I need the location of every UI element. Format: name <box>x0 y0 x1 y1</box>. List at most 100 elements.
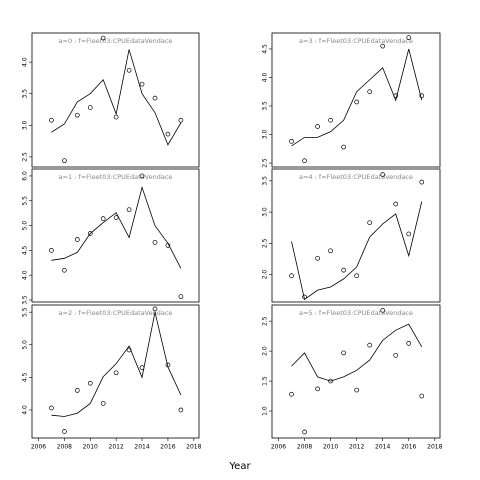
data-point <box>113 215 119 220</box>
x-tick-label: 2010 <box>83 444 98 451</box>
data-point <box>178 407 184 413</box>
data-point <box>100 35 106 41</box>
panel-frame <box>31 32 200 168</box>
data-point <box>100 216 106 221</box>
x-tick-label: 2014 <box>134 444 149 451</box>
fit-line <box>291 48 423 147</box>
x-axis-label: Year <box>228 461 251 472</box>
data-point <box>419 393 425 399</box>
data-point <box>289 391 294 397</box>
data-point <box>315 255 320 261</box>
y-tick-label: 2.5 <box>262 158 269 168</box>
panel-title: a=0 : f=Fleet03:CPUEdataVendace <box>59 37 173 45</box>
data-point <box>87 380 93 386</box>
x-tick-label: 2012 <box>349 444 364 451</box>
data-point <box>87 231 93 236</box>
data-point <box>100 401 106 406</box>
data-point <box>49 117 54 123</box>
x-tick-label: 2008 <box>297 444 312 451</box>
y-tick-label: 2.5 <box>262 238 269 248</box>
data-point <box>74 388 80 393</box>
data-point <box>367 342 373 348</box>
fit-line <box>291 201 423 301</box>
y-tick-label: 2.5 <box>22 152 29 162</box>
data-point <box>328 248 333 254</box>
data-point <box>393 352 399 358</box>
data-point <box>341 144 346 150</box>
x-tick-label: 2008 <box>57 444 72 451</box>
panel-frame <box>31 304 200 439</box>
panel-title: a=2 : f=Fleet03:CPUEdataVendace <box>59 309 173 317</box>
x-tick-label: 2016 <box>160 444 175 451</box>
y-tick-label: 3.0 <box>22 120 29 130</box>
data-point <box>354 273 360 279</box>
data-point <box>152 240 158 245</box>
data-point <box>178 294 184 299</box>
y-tick-label: 3.5 <box>262 101 269 111</box>
x-tick-label: 2006 <box>271 444 286 451</box>
data-point <box>178 117 184 123</box>
y-tick-label: 3.5 <box>262 176 269 186</box>
data-point <box>302 158 307 164</box>
data-point <box>406 35 412 40</box>
fit-line <box>51 49 182 146</box>
y-tick-label: 4.5 <box>22 245 29 255</box>
y-tick-label: 3.0 <box>262 130 269 140</box>
x-tick-label: 2006 <box>31 444 46 451</box>
data-point <box>62 267 67 273</box>
y-tick-label: 2.0 <box>262 346 269 356</box>
data-point <box>74 237 80 242</box>
data-point <box>380 308 386 313</box>
data-point <box>126 207 132 213</box>
data-point <box>49 248 54 253</box>
data-point <box>354 387 360 393</box>
data-point <box>315 124 320 129</box>
y-tick-label: 5.0 <box>22 221 29 231</box>
panel-frame <box>271 32 441 168</box>
y-tick-label: 3.5 <box>22 295 29 305</box>
y-tick-label: 4.0 <box>22 405 29 415</box>
data-point <box>152 95 158 101</box>
data-point <box>74 112 80 118</box>
y-tick-label: 3.0 <box>262 207 269 217</box>
data-point <box>139 173 145 179</box>
panel-frame <box>31 168 200 303</box>
data-point <box>62 429 67 434</box>
panel-frame <box>271 168 441 303</box>
data-point <box>165 131 171 137</box>
y-tick-label: 5.5 <box>22 196 29 206</box>
data-point <box>393 201 399 207</box>
y-tick-label: 4.5 <box>262 44 269 54</box>
data-point <box>341 350 346 356</box>
data-point <box>367 89 373 95</box>
y-tick-label: 2.5 <box>262 316 269 326</box>
data-point <box>328 378 333 384</box>
x-tick-label: 2018 <box>427 444 442 451</box>
y-tick-label: 4.0 <box>262 73 269 83</box>
data-point <box>328 117 333 123</box>
x-tick-label: 2012 <box>109 444 124 451</box>
y-tick-label: 4.5 <box>22 372 29 382</box>
panel-frame <box>271 304 441 439</box>
panel-title: a=3 : f=Fleet03:CPUEdataVendace <box>299 37 413 45</box>
panel-title: a=4 : f=Fleet03:CPUEdataVendace <box>299 173 413 181</box>
x-tick-label: 2014 <box>375 444 390 451</box>
data-point <box>87 105 93 110</box>
data-point <box>49 405 54 411</box>
data-point <box>289 273 294 279</box>
data-point <box>152 306 158 312</box>
data-point <box>139 81 145 87</box>
data-point <box>302 429 307 435</box>
data-point <box>406 340 412 346</box>
data-point <box>367 220 373 226</box>
data-point <box>113 114 119 120</box>
y-tick-label: 1.0 <box>262 406 269 416</box>
data-point <box>315 386 320 392</box>
y-tick-label: 2.0 <box>262 270 269 280</box>
data-point <box>354 99 360 105</box>
fit-line <box>51 185 182 269</box>
panel-title: a=1 : f=Fleet03:CPUEdataVendace <box>59 173 173 181</box>
y-tick-label: 1.5 <box>262 376 269 386</box>
data-point <box>126 67 132 73</box>
data-point <box>406 231 412 237</box>
